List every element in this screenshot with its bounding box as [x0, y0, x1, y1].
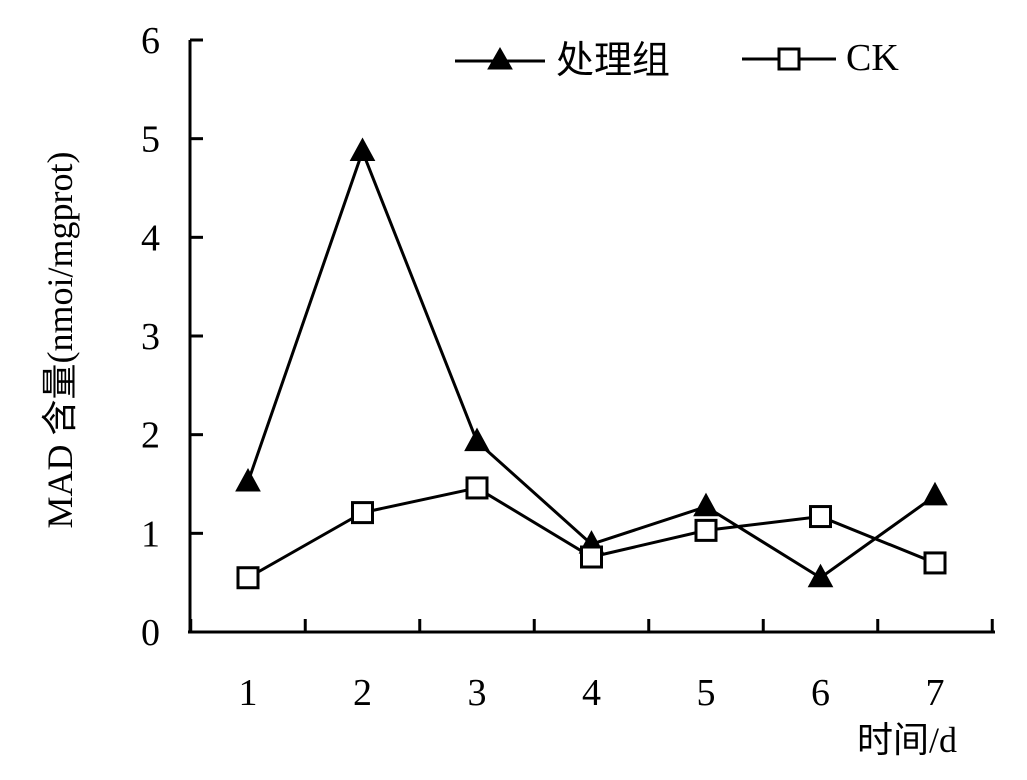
- x-tick-label: 5: [697, 672, 716, 714]
- legend-label-treatment: 处理组: [556, 40, 670, 82]
- axis-ticks: [189, 38, 994, 634]
- data-point-treatment: [922, 481, 948, 506]
- data-point-treatment: [235, 467, 261, 492]
- y-tick-labels: 0 1 2 3 4 5 6: [141, 20, 160, 654]
- y-tick-label: 2: [141, 415, 160, 457]
- x-axis-title: 时间/d: [857, 720, 957, 760]
- legend-square-marker-icon: [777, 47, 801, 71]
- x-tick-label: 6: [811, 672, 830, 714]
- data-point-ck: [351, 501, 374, 525]
- x-tick-label: 4: [582, 672, 601, 714]
- y-tick-label: 4: [141, 217, 160, 259]
- legend-item-treatment: 处理组: [455, 40, 670, 82]
- series-markers: [235, 137, 948, 590]
- x-tick-label: 3: [468, 672, 487, 714]
- legend-label-ck: CK: [846, 37, 899, 79]
- x-tick-label: 1: [239, 672, 258, 714]
- data-point-treatment: [693, 492, 719, 517]
- y-axis-title: MAD 含量(nmoi/mgprot): [40, 152, 80, 529]
- data-point-ck: [580, 545, 603, 569]
- data-point-treatment: [464, 427, 490, 452]
- data-point-treatment: [807, 563, 834, 588]
- y-tick-label: 1: [141, 513, 160, 555]
- y-tick-label: 6: [141, 20, 160, 62]
- legend-triangle-marker-icon: [487, 46, 513, 70]
- x-tick-label: 7: [926, 672, 945, 714]
- data-point-ck: [236, 566, 260, 590]
- data-point-ck: [694, 518, 718, 542]
- legend-item-ck: CK: [742, 37, 899, 79]
- data-point-ck: [923, 551, 947, 575]
- y-tick-label: 3: [141, 316, 160, 358]
- x-tick-labels: 1 2 3 4 5 6 7: [239, 672, 945, 714]
- x-tick-label: 2: [353, 672, 372, 714]
- data-point-treatment: [349, 137, 376, 161]
- data-point-ck: [809, 505, 832, 529]
- legend: 处理组 CK: [455, 37, 899, 82]
- data-point-ck: [465, 476, 489, 500]
- y-tick-label: 0: [141, 612, 160, 654]
- y-tick-label: 5: [141, 119, 160, 161]
